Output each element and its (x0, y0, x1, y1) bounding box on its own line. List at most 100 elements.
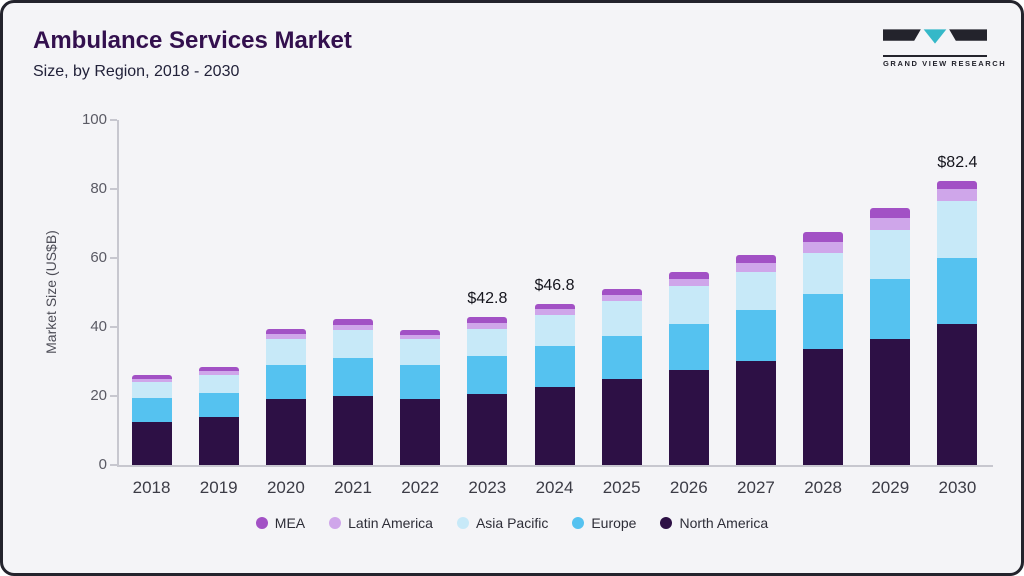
bar-segment-europe (131, 397, 172, 422)
legend-swatch-icon (329, 517, 342, 529)
y-tick-label: 80 (90, 180, 107, 197)
bar-segment-asia-pacific (265, 339, 306, 365)
bar-segment-latin-america (333, 325, 374, 331)
bar-segment-north-america (265, 399, 306, 465)
bar-segment-latin-america (400, 334, 441, 340)
x-tick-label: 2021 (334, 478, 372, 497)
bar-2030 (937, 180, 978, 465)
bar-segment-europe (198, 392, 239, 417)
bar-segment-north-america (870, 339, 911, 465)
legend-item-north-america: North America (660, 515, 768, 531)
bar-segment-latin-america (803, 242, 844, 253)
bar-segment-asia-pacific (534, 314, 575, 346)
bar-2023 (467, 317, 508, 465)
legend-item-mea: MEA (255, 515, 306, 531)
y-tick-mark (110, 326, 117, 328)
bar-segment-europe (870, 278, 911, 340)
x-tick-label: 2024 (535, 478, 574, 497)
bar-segment-mea (601, 289, 642, 296)
bar-segment-mea (937, 180, 978, 189)
bar-segment-mea (735, 254, 776, 264)
legend-label: Europe (591, 515, 637, 531)
bar-segment-europe (668, 323, 709, 371)
bar-2028 (803, 232, 844, 465)
legend-swatch-icon (572, 517, 585, 529)
y-tick-mark (110, 119, 117, 121)
bar-segment-latin-america (601, 295, 642, 302)
x-axis-line (117, 465, 993, 467)
x-tick-label: 2027 (737, 478, 775, 497)
legend-item-asia-pacific: Asia Pacific (456, 515, 549, 531)
bar-segment-asia-pacific (735, 271, 776, 310)
y-tick-label: 20 (90, 387, 107, 404)
legend-swatch-icon (255, 517, 268, 529)
bar-segment-europe (735, 309, 776, 362)
legend-item-latin-america: Latin America (329, 515, 433, 531)
bar-segment-mea (198, 366, 239, 372)
bar-2018 (131, 375, 172, 465)
x-tick-label: 2029 (871, 478, 910, 497)
legend-item-europe: Europe (572, 515, 636, 531)
bar-segment-europe (265, 364, 306, 400)
y-axis-line (117, 120, 119, 466)
page-subtitle: Size, by Region, 2018 - 2030 (33, 63, 240, 80)
bar-segment-asia-pacific (601, 301, 642, 336)
bar-segment-asia-pacific (668, 285, 709, 324)
grand-view-research-logo-icon (883, 29, 987, 44)
legend-label: MEA (274, 515, 306, 531)
bar-segment-north-america (131, 421, 172, 465)
bar-segment-mea (131, 375, 172, 379)
bar-segment-mea (400, 330, 441, 335)
bar-segment-asia-pacific (467, 328, 508, 357)
bar-segment-mea (803, 232, 844, 243)
bar-2021 (333, 319, 374, 465)
y-tick-mark (110, 188, 117, 190)
bar-segment-mea (534, 303, 575, 310)
legend-label: Latin America (348, 515, 433, 531)
y-tick-mark (110, 464, 117, 466)
bar-segment-latin-america (467, 323, 508, 329)
value-annotation-2023: $42.8 (467, 290, 508, 308)
bar-segment-north-america (400, 399, 441, 465)
bar-segment-latin-america (870, 218, 911, 231)
x-tick-label: 2019 (199, 478, 238, 497)
x-tick-label: 2023 (468, 478, 507, 497)
bar-segment-mea (668, 271, 709, 279)
bar-segment-asia-pacific (400, 339, 441, 365)
bar-2025 (601, 289, 642, 465)
bar-2027 (735, 254, 776, 465)
bar-segment-mea (333, 319, 374, 326)
y-tick-label: 0 (98, 456, 107, 473)
bar-segment-europe (400, 364, 441, 400)
bar-2020 (265, 328, 306, 465)
bar-segment-europe (803, 294, 844, 350)
bar-segment-north-america (803, 349, 844, 465)
bar-segment-asia-pacific (870, 230, 911, 279)
bar-segment-europe (333, 358, 374, 396)
bar-segment-mea (265, 328, 306, 334)
bar-segment-europe (937, 257, 978, 324)
bar-2029 (870, 207, 911, 465)
bar-segment-north-america (735, 361, 776, 465)
value-annotation-2030: $82.4 (937, 153, 978, 171)
bar-segment-latin-america (668, 278, 709, 286)
legend: MEA Latin America Asia Pacific Europe North … (3, 515, 1021, 531)
legend-label: Asia Pacific (475, 515, 549, 531)
page-title: Ambulance Services Market (33, 27, 352, 54)
bar-segment-north-america (668, 370, 709, 465)
bar-2024 (534, 303, 575, 465)
bar-segment-latin-america (131, 378, 172, 383)
bar-segment-europe (534, 345, 575, 388)
y-axis-title: Market Size (US$B) (43, 230, 59, 354)
bar-2022 (400, 330, 441, 465)
bar-segment-north-america (601, 378, 642, 465)
x-tick-label: 2020 (266, 478, 305, 497)
legend-swatch-icon (660, 517, 673, 529)
y-tick-mark (110, 257, 117, 259)
y-tick-mark (110, 395, 117, 397)
bar-segment-asia-pacific (333, 330, 374, 359)
legend-label: North America (679, 515, 769, 531)
y-tick-label: 40 (90, 318, 107, 335)
bar-segment-latin-america (198, 371, 239, 376)
